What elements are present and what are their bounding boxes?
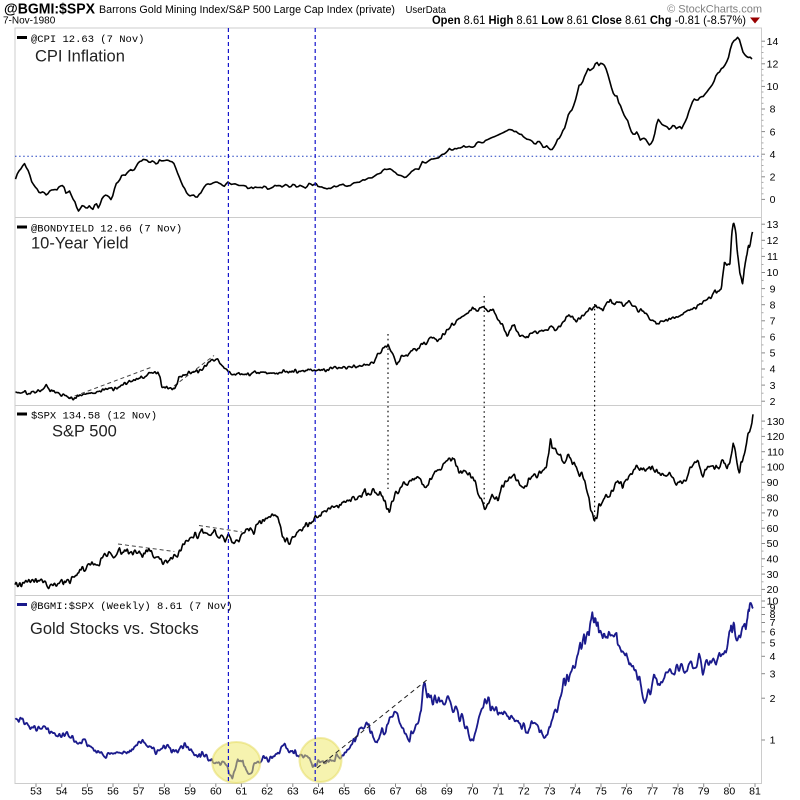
svg-text:Open 8.61 High 8.61 Low 8.61 C: Open 8.61 High 8.61 Low 8.61 Close 8.61 … (432, 13, 746, 27)
svg-text:67: 67 (390, 786, 402, 798)
svg-text:4: 4 (770, 149, 776, 161)
svg-text:57: 57 (133, 786, 145, 798)
svg-text:12: 12 (767, 235, 779, 247)
svg-text:8: 8 (770, 609, 776, 621)
svg-text:@BONDYIELD 12.66 (7 Nov): @BONDYIELD 12.66 (7 Nov) (31, 224, 182, 236)
svg-text:20: 20 (767, 584, 779, 596)
svg-text:76: 76 (621, 786, 633, 798)
svg-text:6: 6 (770, 627, 776, 639)
svg-text:90: 90 (767, 477, 779, 489)
svg-text:75: 75 (595, 786, 607, 798)
svg-text:53: 53 (30, 786, 42, 798)
svg-text:4: 4 (770, 651, 776, 663)
svg-text:59: 59 (184, 786, 196, 798)
svg-text:6: 6 (770, 332, 776, 344)
svg-text:61: 61 (236, 786, 248, 798)
svg-text:56: 56 (107, 786, 119, 798)
svg-text:7-Nov-1980: 7-Nov-1980 (3, 16, 56, 27)
svg-text:@CPI 12.63 (7 Nov): @CPI 12.63 (7 Nov) (31, 34, 144, 46)
svg-text:58: 58 (159, 786, 171, 798)
svg-text:© StockCharts.com: © StockCharts.com (667, 4, 762, 16)
svg-text:2: 2 (770, 396, 776, 408)
svg-text:78: 78 (672, 786, 684, 798)
svg-text:69: 69 (441, 786, 453, 798)
svg-text:S&P 500: S&P 500 (52, 423, 117, 441)
svg-text:10: 10 (767, 81, 779, 93)
svg-text:7: 7 (770, 316, 776, 328)
svg-text:64: 64 (313, 786, 325, 798)
svg-text:120: 120 (767, 431, 785, 443)
svg-text:7: 7 (770, 617, 776, 629)
svg-text:80: 80 (724, 786, 736, 798)
svg-text:40: 40 (767, 554, 779, 566)
svg-text:60: 60 (767, 523, 779, 535)
svg-text:100: 100 (767, 462, 785, 474)
svg-text:CPI Inflation: CPI Inflation (35, 48, 125, 66)
svg-text:10-Year Yield: 10-Year Yield (31, 235, 129, 253)
svg-text:Gold Stocks vs. Stocks: Gold Stocks vs. Stocks (30, 620, 199, 638)
svg-text:10: 10 (767, 267, 779, 279)
svg-text:79: 79 (698, 786, 710, 798)
svg-text:5: 5 (770, 638, 776, 650)
svg-text:0: 0 (770, 194, 776, 206)
svg-text:30: 30 (767, 569, 779, 581)
svg-text:2: 2 (770, 172, 776, 184)
svg-text:5: 5 (770, 348, 776, 360)
svg-text:66: 66 (364, 786, 376, 798)
svg-text:73: 73 (544, 786, 556, 798)
svg-text:13: 13 (767, 219, 779, 231)
svg-text:70: 70 (767, 508, 779, 520)
svg-text:12: 12 (767, 59, 779, 71)
svg-text:1: 1 (770, 735, 776, 747)
svg-text:50: 50 (767, 538, 779, 550)
svg-text:8: 8 (770, 299, 776, 311)
svg-text:9: 9 (770, 602, 776, 614)
svg-text:8: 8 (770, 104, 776, 116)
svg-text:3: 3 (770, 668, 776, 680)
svg-text:77: 77 (646, 786, 658, 798)
svg-text:2: 2 (770, 693, 776, 705)
svg-text:10: 10 (767, 596, 779, 608)
svg-text:130: 130 (767, 416, 785, 428)
svg-text:@BGMI:$SPX: @BGMI:$SPX (4, 1, 95, 18)
svg-text:Barrons Gold Mining Index/S&P: Barrons Gold Mining Index/S&P 500 Large … (99, 4, 395, 16)
svg-text:4: 4 (770, 364, 776, 376)
svg-text:63: 63 (287, 786, 299, 798)
svg-text:65: 65 (338, 786, 350, 798)
svg-text:72: 72 (518, 786, 530, 798)
svg-text:6: 6 (770, 126, 776, 138)
svg-text:60: 60 (210, 786, 222, 798)
svg-text:68: 68 (415, 786, 427, 798)
svg-text:54: 54 (56, 786, 68, 798)
svg-text:55: 55 (82, 786, 94, 798)
svg-text:3: 3 (770, 380, 776, 392)
svg-text:81: 81 (749, 786, 761, 798)
svg-text:@BGMI:$SPX (Weekly) 8.61 (7 No: @BGMI:$SPX (Weekly) 8.61 (7 Nov) (31, 601, 233, 613)
svg-text:14: 14 (767, 36, 779, 48)
svg-text:80: 80 (767, 492, 779, 504)
svg-text:UserData: UserData (406, 4, 447, 16)
svg-text:$SPX 134.58 (12 Nov): $SPX 134.58 (12 Nov) (31, 411, 157, 423)
svg-text:70: 70 (467, 786, 479, 798)
svg-text:74: 74 (569, 786, 581, 798)
svg-text:11: 11 (767, 251, 778, 263)
svg-text:9: 9 (770, 283, 776, 295)
svg-text:71: 71 (492, 786, 504, 798)
svg-text:62: 62 (261, 786, 273, 798)
svg-text:110: 110 (767, 446, 784, 458)
